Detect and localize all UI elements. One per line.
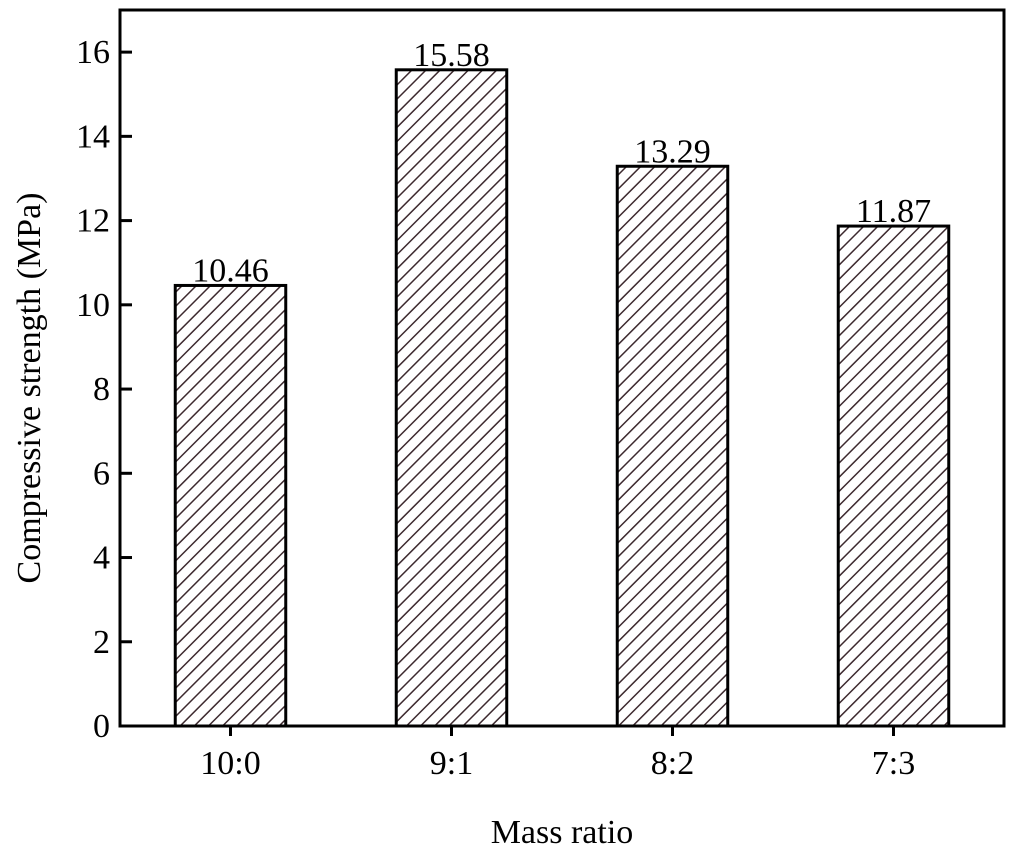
bar-value-label: 13.29 (634, 133, 711, 170)
y-tick-label: 6 (93, 455, 110, 492)
y-axis-title: Compressive strength (MPa) (11, 193, 48, 584)
bars-group (173, 68, 951, 728)
bar-10-0 (173, 283, 288, 728)
bar-value-label: 10.46 (192, 252, 269, 289)
y-tick-label: 8 (93, 371, 110, 408)
y-tick-label: 4 (93, 540, 110, 577)
x-tick-label: 10:0 (200, 745, 260, 782)
bar-value-label: 15.58 (413, 37, 490, 74)
y-tick-label: 0 (93, 708, 110, 745)
x-tick-label: 9:1 (430, 745, 473, 782)
y-tick-label: 2 (93, 624, 110, 661)
y-tick-label: 12 (76, 203, 110, 240)
data-labels-group: 10.46 15.58 13.29 11.87 (192, 37, 931, 290)
x-tick-label: 8:2 (651, 745, 694, 782)
bar-8-2 (615, 164, 730, 728)
plot-area-frame (118, 8, 1006, 728)
x-ticks-group: 10:0 9:1 8:2 7:3 (200, 726, 915, 782)
y-tick-label: 16 (76, 34, 110, 71)
y-tick-label: 14 (76, 118, 110, 155)
y-tick-label: 10 (76, 287, 110, 324)
y-ticks-group: 0 2 4 6 8 10 12 14 16 (76, 34, 132, 745)
x-axis-title: Mass ratio (491, 814, 634, 851)
x-tick-label: 7:3 (872, 745, 915, 782)
bar-9-1 (394, 68, 509, 728)
bar-value-label: 11.87 (856, 193, 931, 230)
bar-7-3 (836, 224, 951, 728)
